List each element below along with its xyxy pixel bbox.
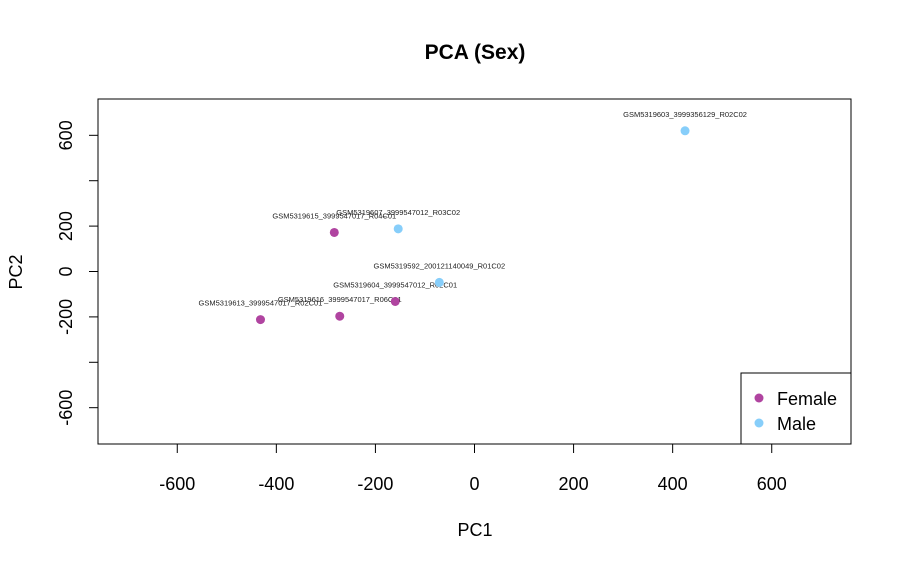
y-axis: -600 -200 0 200 600 [56, 120, 99, 426]
x-tick-label: 600 [757, 474, 787, 494]
data-point [680, 126, 690, 136]
y-tick-label: 600 [56, 120, 76, 150]
y-tick-label: -600 [56, 390, 76, 426]
point-label: GSM5319616_3999547017_R06C01 [278, 295, 402, 304]
legend-entry-label: Female [777, 389, 837, 409]
plot-area [97, 98, 852, 445]
data-point [255, 315, 265, 325]
x-tick-label: -400 [258, 474, 294, 494]
data-point [335, 311, 345, 321]
x-tick-label: 200 [559, 474, 589, 494]
x-tick-label: 400 [658, 474, 688, 494]
data-point [329, 227, 339, 237]
legend: Female Male [740, 372, 852, 445]
point-label: GSM5319592_200121140049_R01C02 [374, 261, 506, 270]
point-label: GSM5319607_3999547012_R03C02 [336, 208, 460, 217]
point-label: GSM5319603_3999356129_R02C02 [623, 110, 747, 119]
point-label: GSM5319615_3999547017_R04C01 [272, 211, 396, 220]
chart-title: PCA (Sex) [425, 41, 526, 64]
x-axis-label: PC1 [457, 520, 492, 540]
x-axis: -600 -400 -200 0 200 400 600 [159, 443, 787, 494]
x-tick-label: 0 [469, 474, 479, 494]
legend-entry-label: Male [777, 414, 816, 434]
legend-marker [754, 393, 764, 403]
point-label: GSM5319604_3999547012_R02C01 [333, 280, 457, 289]
point-label: GSM5319613_3999547017_R02C01 [199, 299, 323, 308]
data-point [393, 224, 403, 234]
y-tick-label: 200 [56, 211, 76, 241]
data-points: GSM5319615_3999547017_R04C01 GSM5319616_3… [199, 110, 747, 325]
legend-marker [754, 418, 764, 428]
y-tick-label: -200 [56, 299, 76, 335]
y-axis-label: PC2 [6, 254, 26, 289]
data-point [390, 296, 400, 306]
y-tick-label: 0 [56, 266, 76, 276]
x-tick-label: -600 [159, 474, 195, 494]
legend-box [740, 372, 852, 445]
x-tick-label: -200 [357, 474, 393, 494]
data-point [434, 277, 444, 287]
